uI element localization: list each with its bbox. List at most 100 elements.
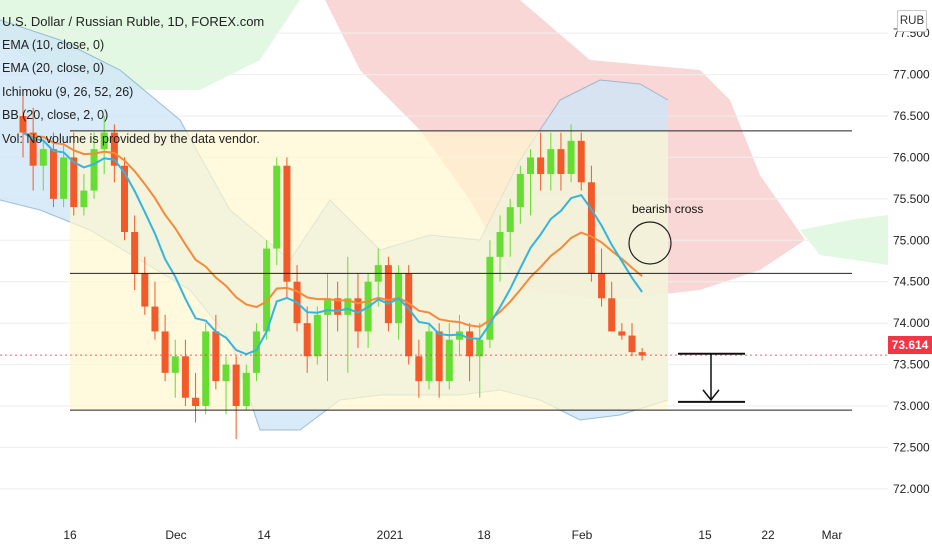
indicator-ema20[interactable]: EMA (20, close, 0) xyxy=(2,61,105,75)
candle xyxy=(537,132,545,191)
time-axis[interactable]: 16 Dec 14 2021 18 Feb 15 22 Mar xyxy=(63,528,842,542)
candle-body xyxy=(537,157,545,174)
bearish-cross-circle xyxy=(628,221,672,265)
candle xyxy=(313,306,321,365)
candle-body xyxy=(141,273,149,307)
candle xyxy=(141,256,149,315)
candle-body xyxy=(334,298,342,315)
chart-drawings xyxy=(0,130,888,411)
candle xyxy=(344,256,352,373)
candle-body xyxy=(273,165,281,249)
candle-body xyxy=(121,165,128,232)
candle xyxy=(577,132,585,191)
candle-body xyxy=(90,149,98,191)
candle xyxy=(506,198,514,257)
candle xyxy=(476,323,484,398)
candle xyxy=(486,240,494,348)
candle-body xyxy=(527,157,534,174)
x-tick-label: Dec xyxy=(165,528,186,542)
indicator-volume[interactable]: Vol: No volume is provided by the data v… xyxy=(2,131,260,146)
candle-body xyxy=(202,331,210,406)
candle-body xyxy=(80,190,88,208)
candle xyxy=(252,323,260,382)
x-tick-label: Mar xyxy=(822,528,843,542)
currency-badge[interactable]: RUB xyxy=(897,10,927,32)
ema20-line xyxy=(22,131,643,328)
candle xyxy=(567,124,575,183)
candle xyxy=(354,273,362,348)
candle-body xyxy=(547,149,555,174)
candle xyxy=(587,165,595,282)
candle xyxy=(29,107,37,191)
candle-body xyxy=(415,356,423,382)
candle-body xyxy=(425,331,433,382)
y-tick-label: 72.500 xyxy=(893,440,930,454)
y-tick-label: 76.500 xyxy=(893,109,930,123)
candle-body xyxy=(354,298,362,332)
candle-body xyxy=(131,232,139,274)
candle xyxy=(527,149,534,216)
candle xyxy=(445,323,453,390)
candle xyxy=(618,323,626,340)
candle xyxy=(334,281,342,332)
candle-body xyxy=(496,232,504,257)
indicator-bollinger[interactable]: BB (20, close, 2, 0) xyxy=(2,108,109,122)
candle xyxy=(19,91,27,158)
candle xyxy=(303,306,311,373)
candle-body xyxy=(252,331,260,373)
candle xyxy=(242,364,250,411)
candle xyxy=(212,314,220,390)
candle-body xyxy=(171,356,179,373)
x-tick-label: 15 xyxy=(698,528,712,542)
candle xyxy=(496,215,504,282)
candle xyxy=(557,132,565,191)
candle-body xyxy=(608,298,616,332)
candle xyxy=(222,356,230,415)
candle xyxy=(151,281,159,340)
candle xyxy=(202,323,210,415)
y-tick-label: 76.000 xyxy=(893,150,930,164)
candle xyxy=(192,372,200,423)
y-tick-label: 75.500 xyxy=(893,192,930,206)
candle-body xyxy=(232,364,240,406)
candle-body xyxy=(100,132,108,150)
candle-body xyxy=(283,165,291,282)
candle xyxy=(516,165,524,224)
candle-body xyxy=(516,174,524,208)
candle-body xyxy=(598,273,606,299)
range-box-fill xyxy=(70,130,668,411)
candle xyxy=(80,174,88,216)
candle-body xyxy=(486,256,494,340)
candle xyxy=(415,339,423,398)
indicator-overlays xyxy=(0,19,669,431)
indicator-ema10[interactable]: EMA (10, close, 0) xyxy=(2,37,105,52)
candlestick-series xyxy=(19,91,646,440)
indicator-ichimoku[interactable]: Ichimoku (9, 26, 52, 26) xyxy=(2,84,134,99)
candle-body xyxy=(161,331,169,373)
last-price-label: 73.614 xyxy=(888,336,932,354)
candle-body xyxy=(618,331,626,336)
candle xyxy=(263,240,271,340)
candle xyxy=(161,314,169,382)
candle-body xyxy=(476,339,484,357)
candle-body xyxy=(242,372,250,406)
y-tick-label: 74.000 xyxy=(893,316,930,330)
candle-body xyxy=(638,352,646,356)
candle-body xyxy=(384,265,392,324)
candle xyxy=(435,323,443,398)
x-tick-label: 22 xyxy=(761,528,775,542)
target-arrow-head xyxy=(702,389,720,402)
price-axis[interactable]: 72.000 72.500 73.000 73.500 74.000 74.500 75.0… xyxy=(893,26,930,496)
candle xyxy=(638,348,646,361)
y-tick-label: 73.000 xyxy=(893,399,930,413)
symbol-title[interactable]: U.S. Dollar / Russian Ruble, 1D, FOREX.c… xyxy=(2,14,265,29)
candle-body xyxy=(577,140,585,183)
x-tick-label: Feb xyxy=(572,528,593,542)
candle xyxy=(100,116,108,174)
candle-body xyxy=(70,157,78,208)
candle-body xyxy=(567,140,575,174)
candle xyxy=(425,323,433,390)
candle xyxy=(608,281,616,332)
